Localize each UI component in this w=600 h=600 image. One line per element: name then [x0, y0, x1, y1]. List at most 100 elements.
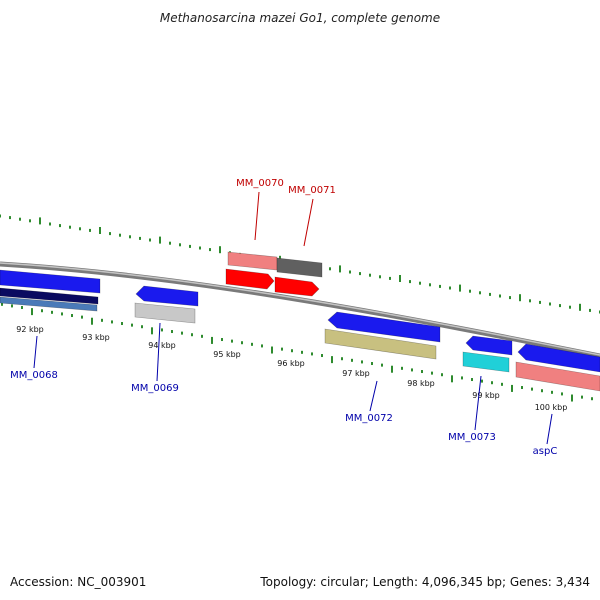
gene-feature-mm0068-band: [0, 287, 99, 305]
gene-feature-mm0068-cds: [0, 296, 98, 312]
accession-text: Accession: NC_003901: [10, 575, 146, 589]
outer-tick: [519, 294, 521, 302]
inner-tick: [21, 306, 23, 310]
outer-tick: [439, 284, 441, 288]
outer-tick: [399, 275, 401, 282]
outer-tick: [339, 265, 341, 273]
inner-tick: [511, 384, 513, 392]
inner-tick: [411, 368, 413, 372]
outer-tick: [109, 232, 111, 236]
inner-tick: [451, 375, 453, 383]
gene-feature-mm0070-cds: [227, 251, 278, 271]
gene-label: MM_0071: [288, 185, 336, 196]
inner-tick: [341, 357, 343, 361]
gene-label: MM_0072: [345, 413, 393, 424]
inner-tick: [491, 381, 493, 385]
inner-tick: [521, 386, 523, 390]
outer-tick: [169, 241, 171, 245]
outer-tick: [529, 299, 531, 303]
inner-tick: [221, 338, 223, 342]
inner-tick: [421, 370, 423, 374]
gene-feature-aspc-arrow: [517, 343, 600, 373]
inner-tick: [331, 356, 333, 364]
outer-tick: [69, 225, 71, 229]
outer-tick: [549, 302, 551, 306]
inner-tick: [371, 362, 373, 366]
inner-tick: [291, 349, 293, 353]
outer-tick: [389, 276, 391, 280]
outer-tick: [209, 248, 211, 252]
gene-feature-mm0073-cds: [462, 351, 510, 373]
outer-tick: [9, 216, 11, 220]
outer-tick: [449, 286, 451, 290]
inner-tick: [281, 347, 283, 351]
outer-tick: [19, 217, 21, 221]
tick-label: 97 kbp: [342, 369, 370, 378]
outer-tick: [569, 305, 571, 309]
tick-label: 96 kbp: [277, 359, 305, 368]
inner-tick: [531, 387, 533, 391]
inner-tick: [311, 352, 313, 356]
gene-label-leader: [33, 335, 38, 369]
genome-backbone: [0, 261, 600, 359]
gene-feature-mm0069-arrow: [135, 285, 199, 307]
gene-feature-mm0071-arrow: [274, 276, 320, 297]
inner-tick: [241, 341, 243, 345]
gene-label: MM_0068: [10, 370, 58, 381]
tick-labels: 92 kbp 93 kbp 94 kbp 95 kbp 96 kbp 97 kbp 98 k…: [16, 325, 567, 412]
gene-labels: MM_0070 MM_0071 MM_0068 MM_0069 MM_0072 MM_00…: [10, 178, 557, 457]
inner-tick: [391, 365, 393, 373]
outer-tick: [369, 273, 371, 277]
inner-tick: [591, 397, 593, 401]
outer-tick: [0, 214, 1, 218]
tick-label: 100 kbp: [535, 403, 568, 412]
inner-tick: [381, 363, 383, 367]
inner-tick: [471, 378, 473, 382]
inner-tick: [161, 328, 163, 332]
outer-tick: [459, 284, 461, 292]
gene-feature-mm0072-arrow: [327, 311, 441, 343]
inner-tick: [431, 371, 433, 375]
inner-tick: [271, 346, 273, 354]
gene-label-leader: [156, 322, 161, 382]
outer-tick: [559, 304, 561, 308]
inner-tick: [361, 360, 363, 364]
inner-tick: [131, 323, 133, 327]
outer-tick: [489, 292, 491, 296]
outer-tick: [119, 233, 121, 237]
inner-tick: [231, 339, 233, 343]
gene-label-leader: [546, 413, 553, 445]
inner-tick: [31, 308, 33, 316]
inner-tick: [251, 342, 253, 346]
tick-label: 93 kbp: [82, 333, 110, 342]
gene-feature-mm0072-cds: [324, 328, 437, 360]
gene-feature-mm0073-arrow: [465, 335, 513, 356]
gene-label-leader: [369, 380, 378, 412]
inner-tick: [571, 394, 573, 402]
outer-tick: [429, 283, 431, 287]
inner-tick: [181, 331, 183, 335]
outer-tick: [159, 236, 161, 244]
outer-tick: [479, 291, 481, 295]
outer-tick: [409, 280, 411, 284]
gene-label-leader: [303, 198, 314, 247]
inner-tick: [351, 358, 353, 362]
inner-tick-ring: [1, 302, 593, 402]
gene-label: MM_0070: [236, 178, 284, 189]
inner-tick: [321, 354, 323, 358]
topology-summary: Topology: circular; Length: 4,096,345 bp…: [259, 575, 590, 589]
outer-tick: [349, 270, 351, 274]
outer-tick: [539, 300, 541, 304]
inner-tick: [91, 317, 93, 325]
gene-label: MM_0069: [131, 383, 179, 394]
gene-feature-mm0070-arrow: [225, 268, 275, 290]
outer-tick: [189, 244, 191, 248]
tick-label: 95 kbp: [213, 350, 241, 359]
inner-tick: [171, 330, 173, 334]
outer-tick: [329, 267, 331, 271]
gene-feature-mm0069-cds: [134, 302, 196, 324]
genome-backbone-highlight: [0, 262, 600, 356]
inner-tick: [211, 336, 213, 344]
tick-label: 99 kbp: [472, 391, 500, 400]
